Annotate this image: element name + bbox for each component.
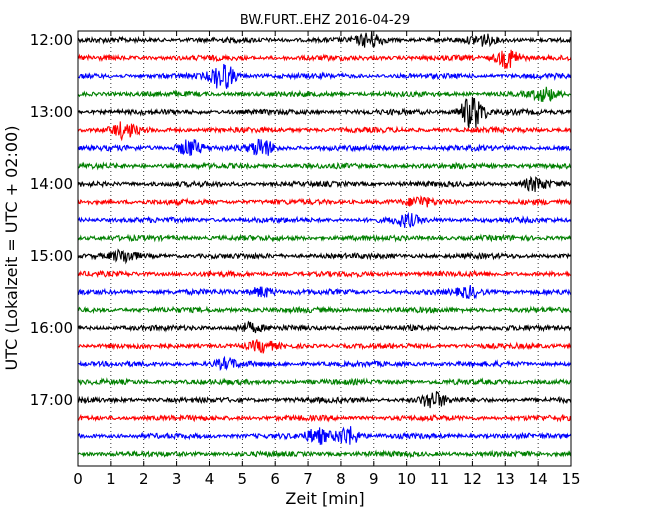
trace-1645 bbox=[77, 377, 572, 387]
trace-1400 bbox=[77, 175, 572, 193]
x-axis: 0 1 2 3 4 5 6 7 8 9 10 11 12 13 14 15 bbox=[73, 31, 581, 488]
x-tick-label: 1 bbox=[106, 470, 116, 488]
x-tick-label: 11 bbox=[430, 470, 449, 488]
trace-1245 bbox=[77, 86, 572, 103]
x-tick-label: 5 bbox=[238, 470, 248, 488]
x-tick-label: 3 bbox=[172, 470, 182, 488]
trace-1215 bbox=[77, 49, 572, 70]
trace-1345 bbox=[77, 161, 572, 171]
trace-1700 bbox=[77, 391, 572, 409]
trace-1300 bbox=[77, 96, 572, 129]
trace-1745 bbox=[77, 449, 572, 459]
x-tick-label: 2 bbox=[139, 470, 149, 488]
trace-1430 bbox=[77, 211, 572, 228]
x-tick-label: 15 bbox=[561, 470, 580, 488]
trace-1630 bbox=[77, 355, 572, 371]
x-tick-label: 12 bbox=[463, 470, 482, 488]
trace-1615 bbox=[77, 339, 572, 354]
y-axis-label: UTC (Lokalzeit = UTC + 02:00) bbox=[2, 126, 21, 371]
x-tick-label: 10 bbox=[397, 470, 416, 488]
y-tick-label: 15:00 bbox=[30, 247, 73, 265]
y-axis: 12:00 13:00 14:00 15:00 16:00 17:00 bbox=[30, 31, 571, 409]
x-tick-label: 4 bbox=[205, 470, 215, 488]
x-tick-label: 0 bbox=[73, 470, 83, 488]
x-tick-label: 13 bbox=[496, 470, 515, 488]
trace-1600 bbox=[77, 320, 572, 334]
x-tick-label: 14 bbox=[529, 470, 548, 488]
y-tick-label: 17:00 bbox=[30, 391, 73, 409]
y-tick-label: 16:00 bbox=[30, 319, 73, 337]
plot-frame bbox=[77, 30, 572, 467]
x-tick-label: 9 bbox=[369, 470, 379, 488]
trace-1545 bbox=[77, 305, 572, 315]
trace-1230 bbox=[77, 63, 572, 89]
trace-1515 bbox=[77, 269, 572, 279]
y-tick-label: 13:00 bbox=[30, 103, 73, 121]
trace-1730 bbox=[77, 426, 572, 445]
traces bbox=[77, 30, 572, 459]
trace-1415 bbox=[77, 195, 572, 208]
chart-title: BW.FURT..EHZ 2016-04-29 bbox=[240, 13, 410, 28]
y-tick-label: 12:00 bbox=[30, 31, 73, 49]
trace-1530 bbox=[77, 285, 572, 300]
x-tick-label: 8 bbox=[336, 470, 346, 488]
x-tick-label: 7 bbox=[303, 470, 313, 488]
trace-1445 bbox=[77, 233, 572, 243]
trace-1500 bbox=[77, 248, 572, 265]
trace-1330 bbox=[77, 138, 572, 156]
trace-1200 bbox=[77, 30, 572, 48]
trace-1315 bbox=[77, 121, 572, 142]
y-tick-label: 14:00 bbox=[30, 175, 73, 193]
x-tick-label: 6 bbox=[270, 470, 280, 488]
x-axis-label: Zeit [min] bbox=[285, 489, 364, 508]
trace-1715 bbox=[77, 413, 572, 423]
